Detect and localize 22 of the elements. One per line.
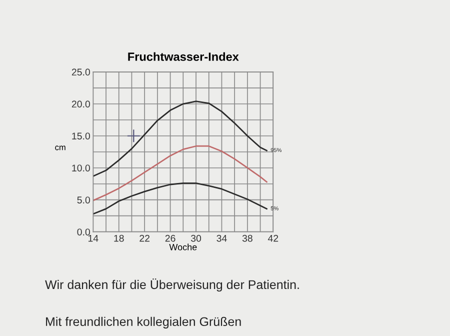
x-tick-label: 38 [242,234,252,242]
y-tick-label: 25.0 [72,68,90,76]
x-tick-label: 18 [114,234,124,242]
line-series [93,182,268,215]
x-tick-label: 42 [268,234,278,242]
text: Mit freundlichen kollegialen Grüßen [46,316,241,329]
x-tick-label: 30 [190,234,202,242]
y-tick-label: 5.0 [77,196,90,204]
line-series [93,145,268,202]
chart-title: Fruchtwasser-Index [128,52,239,61]
x-tick-label: 26 [165,234,176,242]
x-tick-label: 22 [140,234,150,242]
y-axis-title: cm [55,146,66,150]
y-tick-label: 20.0 [72,100,90,108]
y-tick-label: 15.0 [72,132,90,140]
text: Wir danken für die Überweisung der Patientin. [45,278,299,292]
y-tick-label: 10.0 [72,164,90,172]
x-tick-label: 34 [216,234,227,242]
y-tick-label: 0.0 [77,228,90,236]
x-tick-label: 14 [88,234,98,242]
line-series [93,100,268,177]
x-axis-title: Woche [169,244,197,250]
